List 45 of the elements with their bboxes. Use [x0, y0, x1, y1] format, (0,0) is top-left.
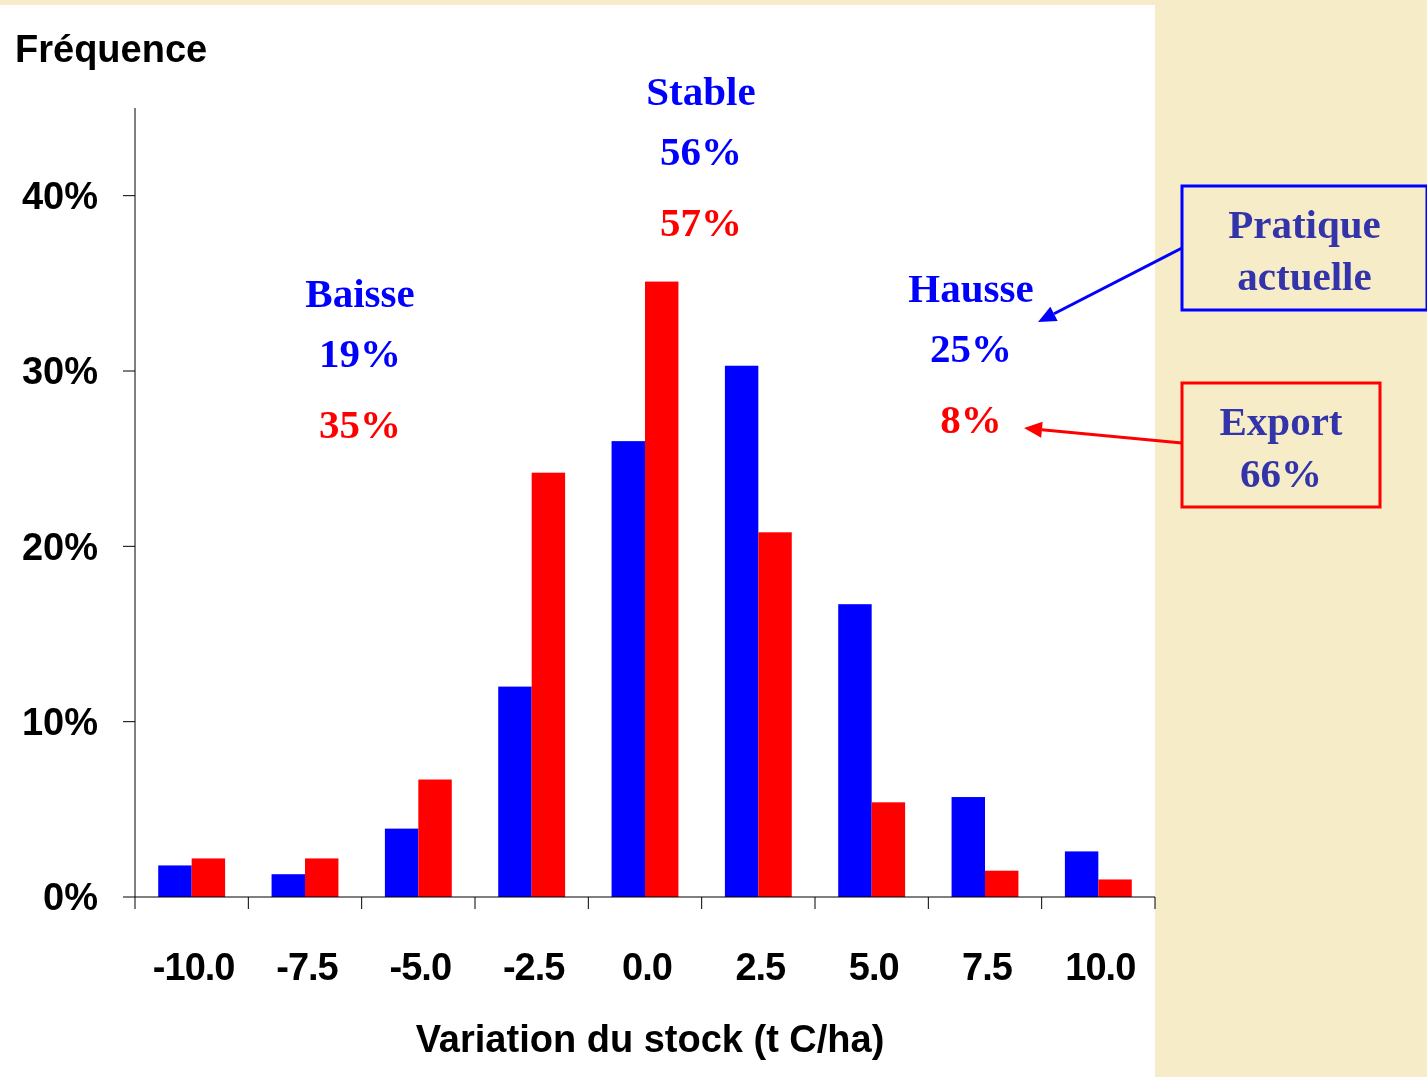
bar [498, 686, 532, 897]
bar [871, 802, 906, 897]
annotation: 56% [660, 128, 742, 174]
annotation: 25% [930, 325, 1012, 371]
annotation: 8% [940, 396, 1002, 442]
y-tick-label: 0% [43, 876, 98, 919]
y-tick-label: 10% [21, 700, 98, 743]
bar [271, 874, 305, 897]
bar [418, 779, 452, 897]
bar [384, 828, 419, 897]
annotation: Baisse [305, 270, 415, 316]
x-tick-label: -5.0 [389, 946, 452, 988]
text: Pratique actuelle [1228, 201, 1381, 299]
bar [531, 472, 566, 897]
bar [191, 858, 226, 897]
annotation: 19% [319, 330, 401, 376]
x-tick-label: 0.0 [622, 946, 672, 988]
y-axis-title: Fréquence [15, 28, 208, 70]
x-tick-label: 7.5 [962, 946, 1013, 988]
bar [758, 532, 792, 897]
bar [645, 281, 679, 897]
y-tick-label: 30% [21, 350, 98, 393]
x-tick-label: -7.5 [276, 946, 339, 988]
bar [1098, 879, 1132, 897]
bar [158, 865, 192, 897]
x-tick-label: -10.0 [152, 946, 235, 988]
legend-label: Export 66% [1219, 398, 1343, 496]
x-tick-label: 10.0 [1065, 946, 1136, 988]
y-tick-label: 40% [21, 174, 98, 217]
bar [985, 870, 1019, 897]
annotation: Hausse [908, 265, 1034, 311]
x-tick-label: -2.5 [502, 946, 566, 988]
bar [611, 441, 645, 897]
bar [1064, 851, 1099, 897]
y-tick-label: 20% [21, 525, 98, 568]
annotation: 35% [319, 401, 401, 447]
annotation: 57% [660, 199, 742, 245]
bar [305, 858, 339, 897]
x-tick-label: 5.0 [848, 946, 899, 988]
bar [951, 797, 985, 897]
annotation: Stable [646, 68, 756, 114]
x-tick-label: 2.5 [735, 946, 787, 988]
bar [724, 365, 759, 897]
bar [838, 604, 872, 897]
x-axis-title: Variation du stock (t C/ha) [415, 1018, 885, 1060]
